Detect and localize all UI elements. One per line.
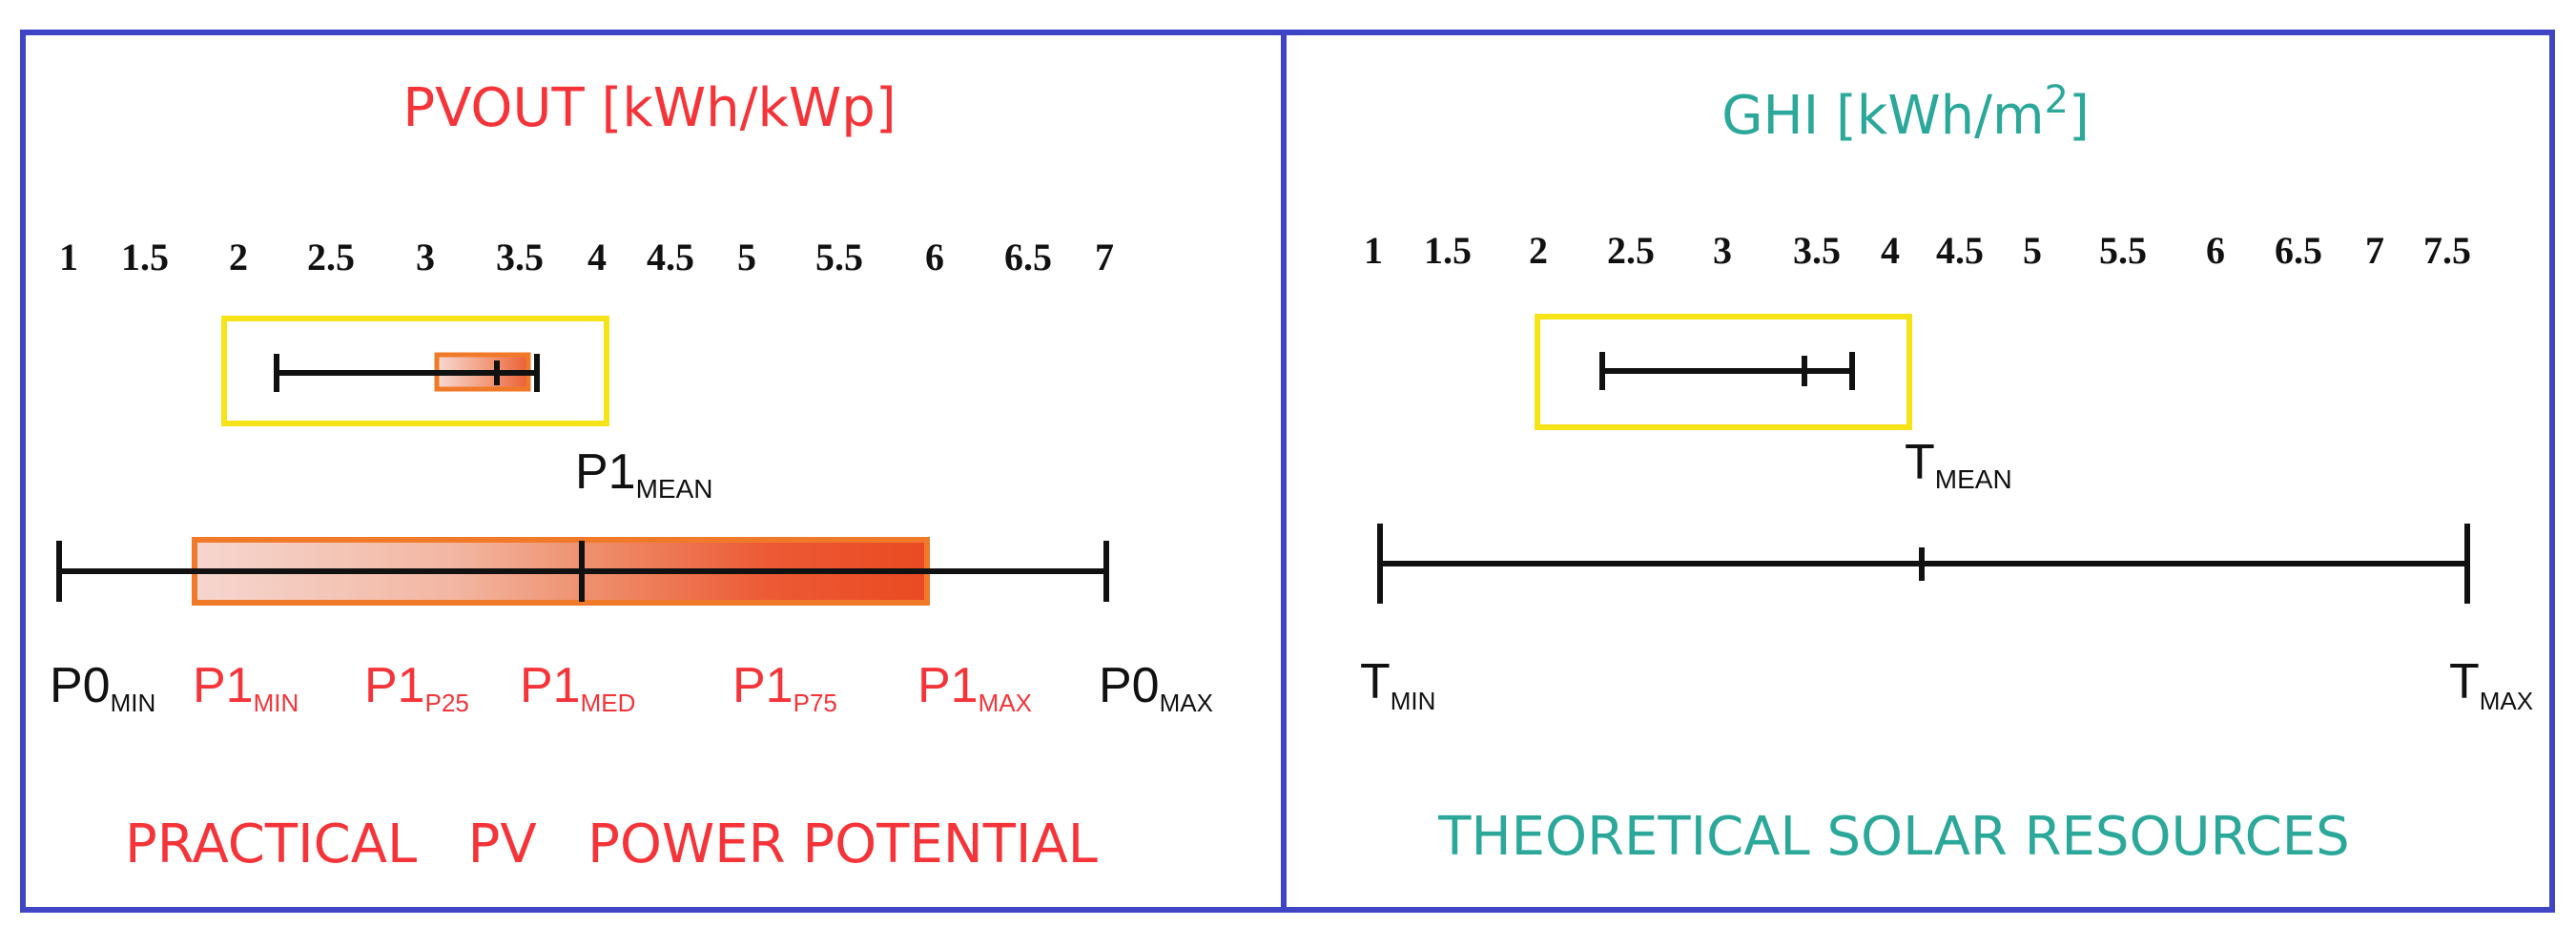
left-panel-frame	[20, 30, 1287, 913]
left-tick-label: 1.5	[121, 236, 169, 278]
left-range-labels: P0MIN P1MIN P1P25 P1MED P1P75 P1MAX P0MA…	[50, 658, 1213, 717]
right-panel-frame	[1281, 30, 2555, 913]
right-tick-label: 2.5	[1607, 229, 1655, 272]
right-tick-label: 1	[1364, 229, 1383, 272]
label-p1-p25: P1P25	[364, 658, 469, 717]
left-main-whisker	[56, 541, 1109, 602]
label-p1-med: P1MED	[520, 658, 635, 717]
right-small-whisker	[1599, 352, 1855, 390]
left-tick-label: 2.5	[307, 236, 355, 278]
right-range-labels: TMIN TMAX	[1360, 654, 2533, 715]
right-footer-title: THEORETICAL SOLAR RESOURCES	[1437, 806, 2349, 868]
right-main-whisker	[1377, 524, 2470, 604]
right-tick-label: 7	[2365, 229, 2384, 272]
left-tick-label: 1	[59, 236, 78, 278]
left-tick-label: 4.5	[647, 236, 694, 278]
right-mean-label: TMEAN	[1905, 435, 2012, 494]
left-small-whisker	[274, 354, 540, 392]
right-tick-label: 5.5	[2099, 229, 2147, 272]
right-tick-label: 7.5	[2423, 229, 2471, 272]
label-t-min: TMIN	[1360, 654, 1435, 715]
left-title: PVOUT [kWh/kWp]	[402, 77, 896, 139]
label-p0-min: P0MIN	[50, 658, 155, 717]
left-tick-label: 4	[587, 236, 607, 278]
right-tick-label: 4	[1881, 229, 1900, 272]
left-tick-label: 5.5	[815, 236, 863, 278]
left-tick-label: 3	[416, 236, 435, 278]
label-p1-max: P1MAX	[917, 658, 1032, 717]
label-p0-max: P0MAX	[1099, 658, 1213, 717]
left-tick-label: 2	[229, 236, 248, 278]
left-tick-label: 6	[925, 236, 944, 278]
left-footer-title: PRACTICAL PV POWER POTENTIAL	[125, 813, 1098, 875]
right-tick-label: 6	[2206, 229, 2225, 272]
left-tick-label: 5	[737, 236, 756, 278]
right-tick-label: 3.5	[1793, 229, 1841, 272]
left-tick-labels: 1 1.5 2 2.5 3 3.5 4 4.5 5 5.5 6 6.5 7	[59, 236, 1114, 278]
left-highlight-box	[221, 316, 609, 426]
right-tick-label: 6.5	[2275, 229, 2322, 272]
right-tick-label: 3	[1713, 229, 1732, 272]
right-tick-label: 4.5	[1936, 229, 1984, 272]
left-tick-label: 7	[1095, 236, 1114, 278]
right-tick-label: 5	[2023, 229, 2042, 272]
right-tick-labels: 1 1.5 2 2.5 3 3.5 4 4.5 5 5.5 6 6.5 7 7.…	[1364, 229, 2471, 272]
left-tick-label: 6.5	[1004, 236, 1052, 278]
label-t-max: TMAX	[2449, 654, 2533, 715]
label-p1-p75: P1P75	[732, 658, 837, 717]
label-p1-min: P1MIN	[193, 658, 299, 717]
left-tick-label: 3.5	[496, 236, 544, 278]
right-highlight-box	[1535, 314, 1912, 430]
left-mean-label: P1MEAN	[575, 444, 713, 504]
right-tick-label: 2	[1529, 229, 1548, 272]
right-title: GHI [kWh/m2]	[1721, 78, 2090, 147]
right-tick-label: 1.5	[1424, 229, 1472, 272]
